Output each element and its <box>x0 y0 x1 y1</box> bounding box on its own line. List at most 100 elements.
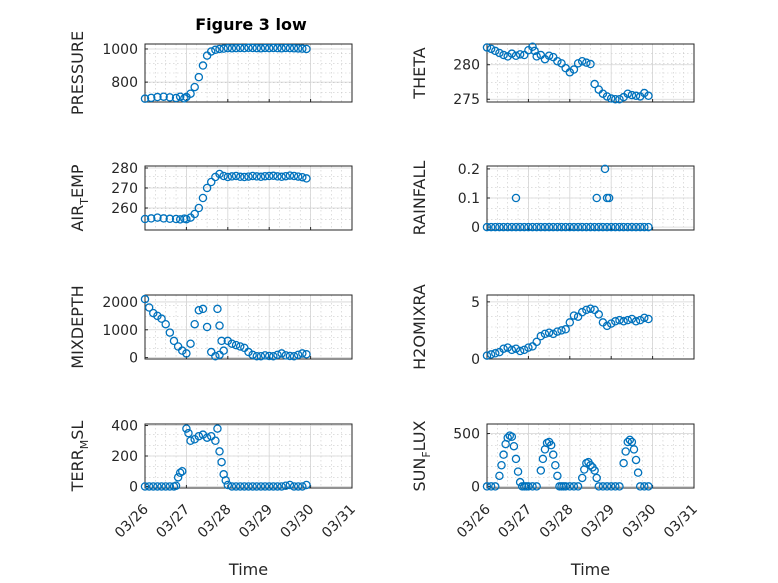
data-point <box>577 57 587 66</box>
data-point <box>140 94 150 103</box>
data-point <box>217 336 226 346</box>
data-point <box>219 346 228 355</box>
data-point <box>277 44 286 53</box>
data-point <box>273 350 282 360</box>
data-point <box>557 59 566 68</box>
x-tick-label: 03/26 <box>112 501 152 541</box>
data-point <box>213 424 222 433</box>
data-point <box>293 172 303 181</box>
data-point <box>277 172 286 182</box>
data-point <box>198 61 208 70</box>
data-point <box>640 313 649 323</box>
data-point <box>551 461 560 470</box>
data-point <box>631 91 641 101</box>
data-point <box>169 336 179 346</box>
data-point <box>173 342 183 351</box>
data-point <box>627 222 637 232</box>
data-point <box>495 471 504 481</box>
data-point <box>227 172 237 181</box>
y-tick-label: 5 <box>471 295 480 311</box>
data-point <box>594 85 604 94</box>
subplot-mixdepth: 0 1000 2000 MIXDEPTH <box>68 285 353 369</box>
data-point <box>269 171 278 181</box>
data-point <box>586 461 595 470</box>
data-point <box>627 90 637 100</box>
data-point <box>293 482 303 491</box>
data-point <box>186 339 195 348</box>
data-point <box>227 44 237 53</box>
y-tick-label: 0 <box>471 220 480 236</box>
y-axis-label: THETA <box>410 47 429 99</box>
data-point <box>499 344 508 353</box>
data-point <box>231 340 241 350</box>
data-point <box>486 222 496 232</box>
data-point <box>157 314 166 323</box>
data-point <box>594 482 604 491</box>
data-point <box>602 92 612 101</box>
data-point <box>277 349 286 358</box>
data-point <box>619 222 628 232</box>
subplot-sun_flux: 0 500 03/26 03/27 03/28 03/29 03/30 03/31 SUNFLU… <box>410 420 701 579</box>
data-point <box>149 482 158 491</box>
data-point <box>269 43 278 53</box>
data-point <box>202 183 212 193</box>
data-point <box>582 305 591 315</box>
data-point <box>495 48 504 58</box>
data-point <box>621 447 630 456</box>
data-point <box>194 431 204 441</box>
data-point <box>540 329 550 339</box>
data-point <box>211 436 220 446</box>
data-point <box>184 428 193 438</box>
y-tick-label: 500 <box>453 427 480 443</box>
data-point <box>623 315 633 325</box>
data-point <box>495 222 504 232</box>
data-point <box>221 476 230 485</box>
data-point <box>635 315 645 325</box>
y-tick-label: 200 <box>111 449 138 465</box>
data-point <box>244 172 253 181</box>
y-tick-label: 0.1 <box>458 191 480 207</box>
data-point <box>298 349 307 358</box>
data-point <box>515 346 525 356</box>
data-point <box>264 171 274 181</box>
data-point <box>269 351 278 361</box>
data-point <box>615 315 624 325</box>
data-point <box>227 482 237 491</box>
data-point <box>623 89 633 98</box>
data-point <box>644 314 653 324</box>
data-point <box>159 214 168 223</box>
subplot-pressure: 800 1000 PRESSURE <box>68 31 353 115</box>
subplot-theta: 275 280 THETA <box>410 42 695 108</box>
data-point <box>165 214 175 224</box>
data-point <box>561 325 570 334</box>
data-point <box>146 214 156 223</box>
y-tick-label: 0 <box>129 479 138 495</box>
y-tick-label: 0 <box>471 352 480 368</box>
data-point <box>503 222 512 232</box>
data-point <box>528 342 537 351</box>
data-point <box>171 481 181 490</box>
data-point <box>260 482 270 491</box>
data-point <box>264 43 274 53</box>
data-point <box>140 294 150 304</box>
data-point <box>486 482 496 491</box>
data-point <box>615 482 624 491</box>
data-point <box>180 94 189 103</box>
data-point <box>507 49 517 58</box>
data-point <box>544 222 554 232</box>
data-point <box>592 193 601 203</box>
data-point <box>171 214 181 224</box>
data-point <box>206 431 216 441</box>
data-point <box>153 213 162 222</box>
data-point <box>281 171 291 181</box>
data-point <box>256 44 266 53</box>
data-point <box>590 79 599 89</box>
data-point <box>260 43 270 53</box>
data-point <box>206 47 216 56</box>
data-point <box>598 222 608 232</box>
data-point <box>482 222 492 232</box>
data-point <box>536 331 546 341</box>
data-point <box>528 482 537 491</box>
data-point <box>491 222 500 232</box>
